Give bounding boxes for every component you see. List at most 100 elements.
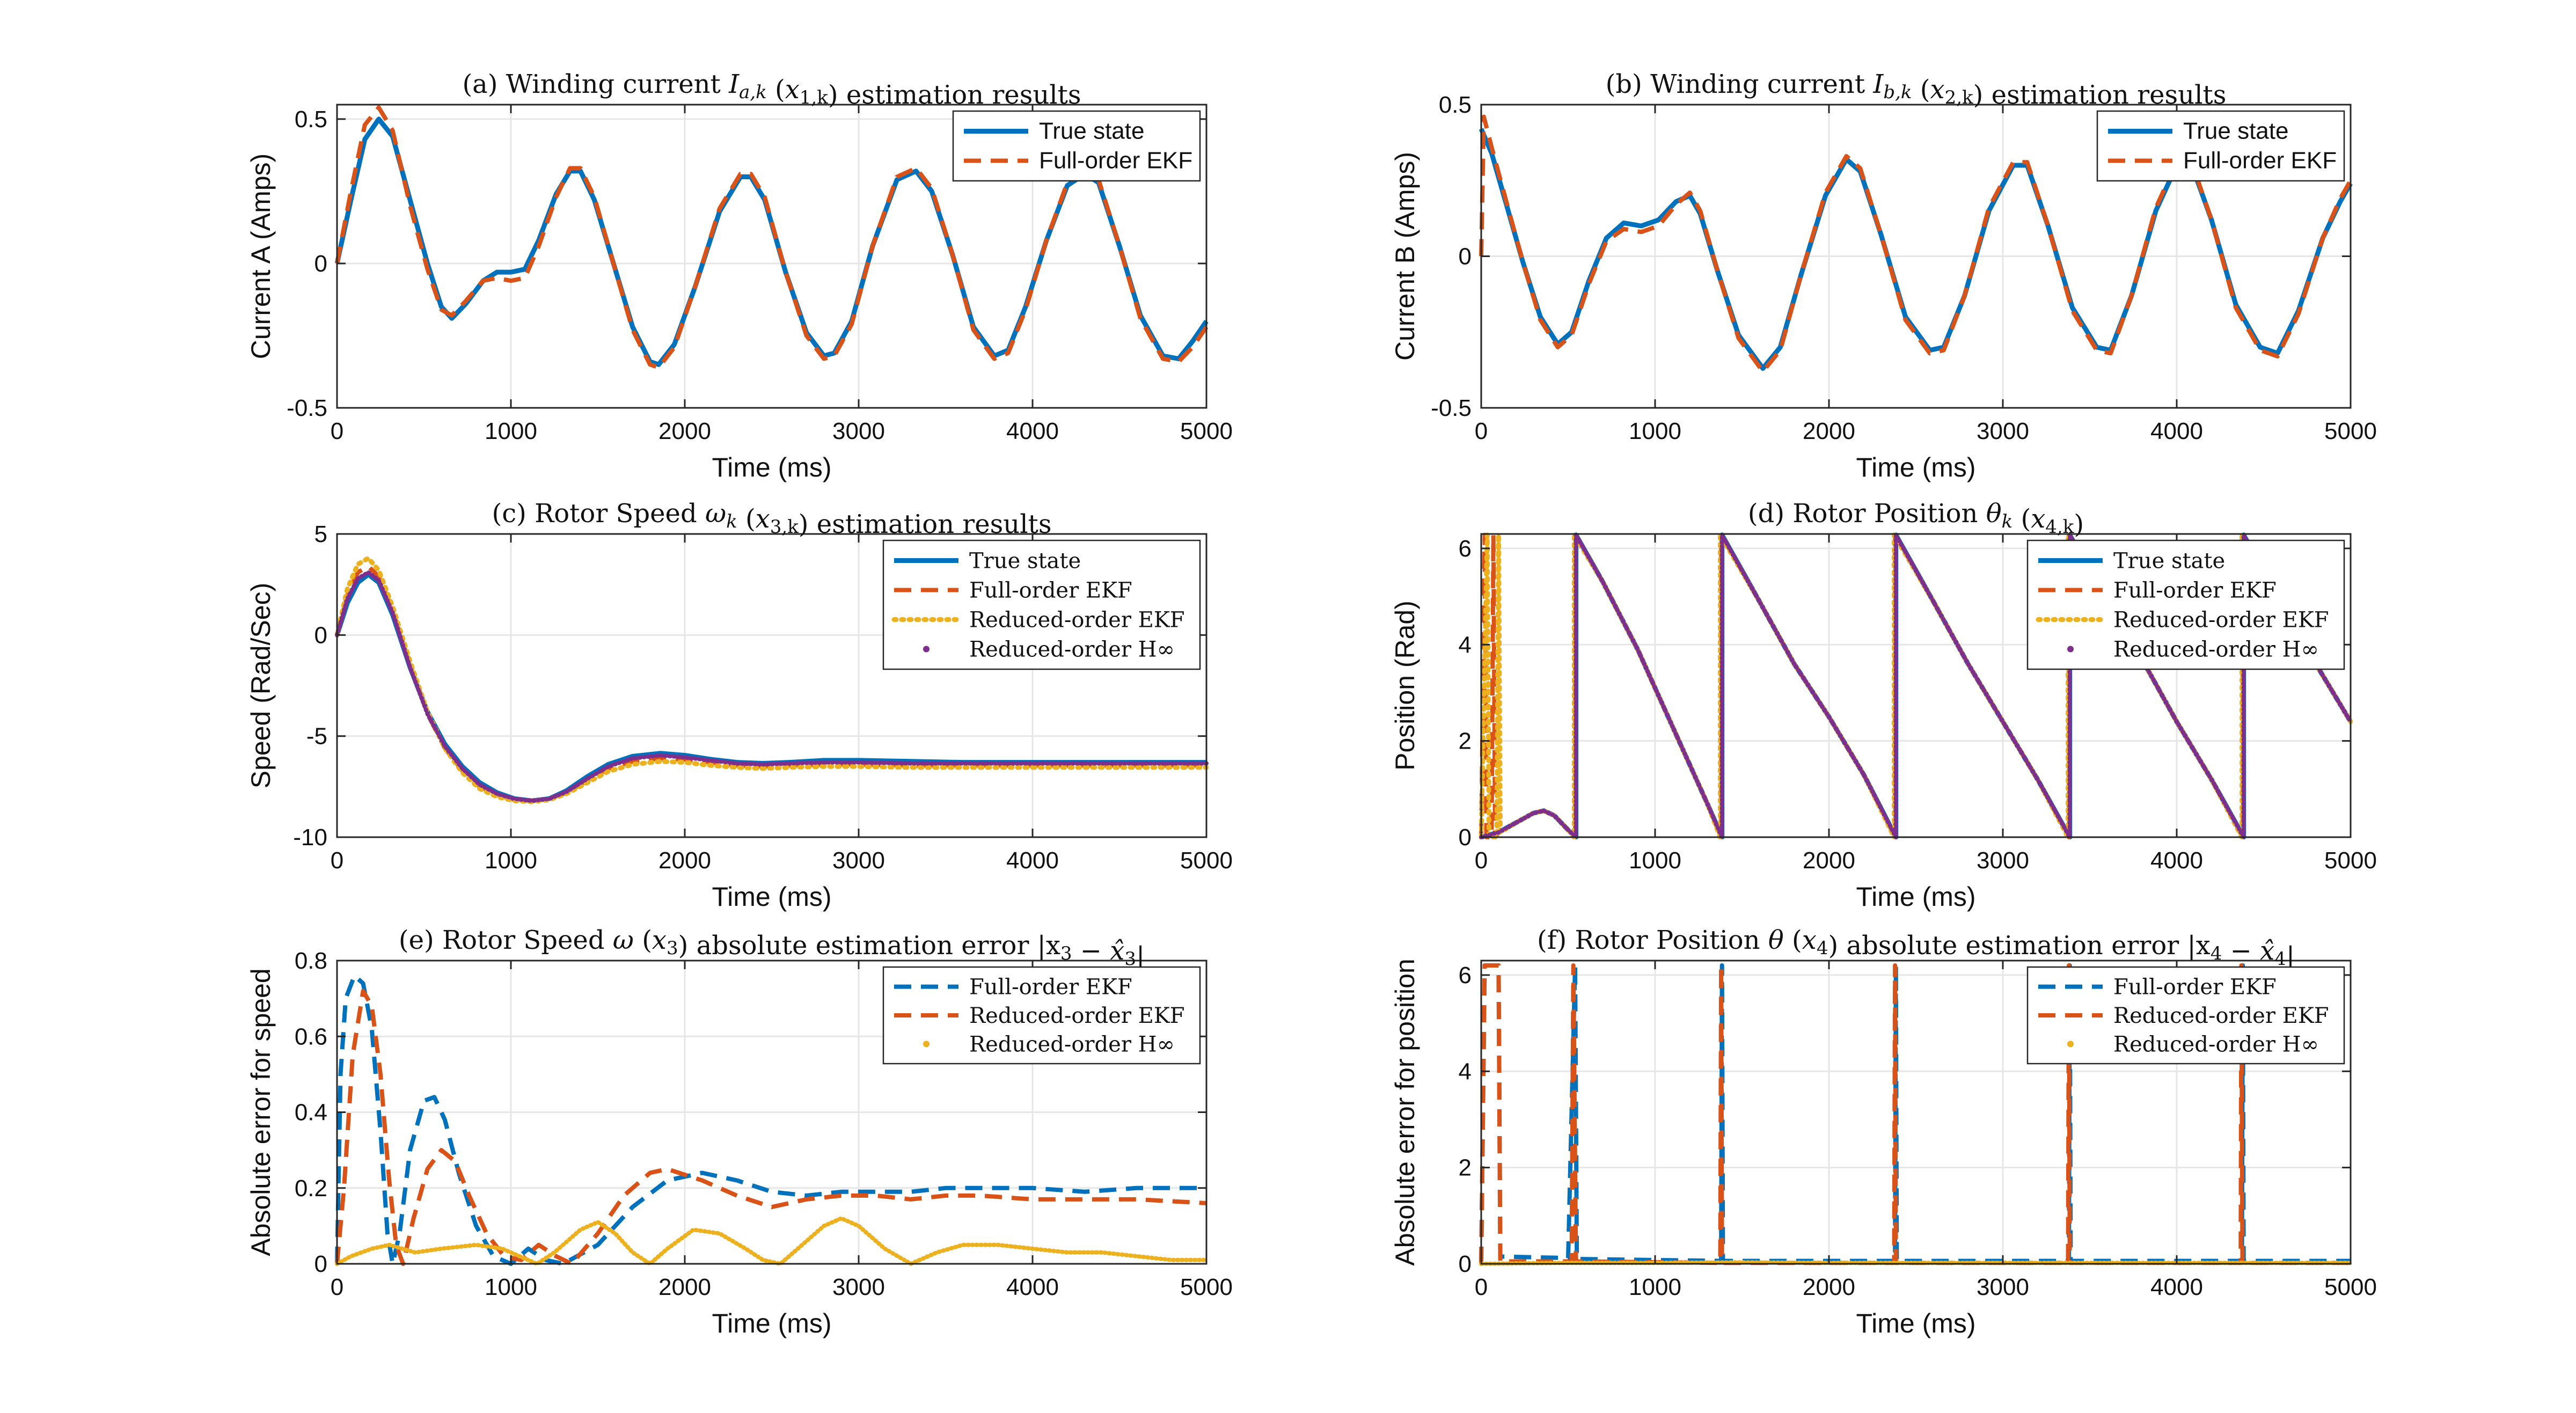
x-tick-label: 3000 xyxy=(1977,847,2029,874)
legend-swatch xyxy=(2067,1041,2074,1048)
y-axis-label: Absolute error for speed xyxy=(246,968,276,1256)
legend: True state Full-order EKF Reduced-order EK… xyxy=(2026,539,2345,670)
x-tick-label: 5000 xyxy=(2324,847,2377,874)
y-tick-label: 2 xyxy=(1459,1155,1472,1181)
y-tick-label: 0 xyxy=(314,1251,327,1277)
x-axis-label: Time (ms) xyxy=(712,882,831,912)
legend-label: True state xyxy=(1039,118,1144,144)
x-tick-label: 2000 xyxy=(658,418,711,444)
x-tick-label: 4000 xyxy=(2150,847,2203,874)
x-tick-label: 3000 xyxy=(1977,418,2029,444)
y-tick-label: 6 xyxy=(1459,962,1472,989)
series-group xyxy=(335,555,1209,804)
legend-label: Full-order EKF xyxy=(2113,975,2277,1000)
series-line-e-0 xyxy=(335,973,1206,1266)
legend-label: Full-order EKF xyxy=(969,579,1132,603)
legend-label: Full-order EKF xyxy=(2183,148,2337,174)
y-tick-label: 0.4 xyxy=(295,1100,327,1126)
panel-c: 0 1000 2000 3000 4000 5000 -10 -5 0 5 Time (ms) Spe… xyxy=(246,499,1233,912)
legend-label: Reduced-order EKF xyxy=(2113,1004,2329,1028)
series-line-d-3 xyxy=(1479,532,2353,839)
axes-box xyxy=(1480,533,2352,838)
x-tick-label: 1000 xyxy=(485,418,537,444)
y-axis-label: Current B (Amps) xyxy=(1390,152,1420,361)
x-tick-label: 2000 xyxy=(658,1274,711,1300)
panel-e: 0 1000 2000 3000 4000 5000 0 0.2 0.4 0.6 0.8 Time (… xyxy=(246,925,1233,1338)
panel-title: (a) Winding current Ia,k (x1,k) estimati… xyxy=(462,69,1081,110)
y-tick-label: -10 xyxy=(293,824,327,851)
x-tick-label: 4000 xyxy=(2150,418,2203,444)
series-line-e-1 xyxy=(335,989,1207,1266)
x-tick-label: 1000 xyxy=(1629,418,1681,444)
legend-label: Reduced-order H∞ xyxy=(969,638,1175,662)
x-tick-label: 0 xyxy=(331,1274,343,1300)
legend-label: Reduced-order H∞ xyxy=(969,1032,1175,1057)
x-tick-label: 0 xyxy=(1475,418,1488,444)
legend-label: Reduced-order H∞ xyxy=(2113,1032,2319,1057)
y-tick-label: 0.5 xyxy=(1439,92,1472,118)
legend-swatch xyxy=(2067,646,2074,653)
y-tick-label: 0.5 xyxy=(295,106,327,133)
y-tick-label: 0 xyxy=(314,251,327,277)
x-tick-label: 1000 xyxy=(1629,1274,1681,1300)
legend-label: Reduced-order EKF xyxy=(969,1004,1185,1028)
x-axis-label: Time (ms) xyxy=(1856,1308,1975,1338)
y-tick-label: 5 xyxy=(314,521,327,547)
panel-title: (c) Rotor Speed ωk (x3,k) estimation res… xyxy=(492,499,1052,539)
legend-label: True state xyxy=(2183,118,2288,144)
series-line-c-3 xyxy=(335,570,1209,803)
x-axis-label: Time (ms) xyxy=(1856,882,1975,912)
y-tick-label: -5 xyxy=(306,723,327,750)
x-tick-label: 5000 xyxy=(1180,1274,1233,1300)
legend: Full-order EKF Reduced-order EKF Reduced-o… xyxy=(882,966,1201,1065)
x-tick-label: 3000 xyxy=(832,847,885,874)
panel-d: 0 1000 2000 3000 4000 5000 0 2 4 6 Time (ms) Positi… xyxy=(1390,499,2377,912)
x-tick-label: 2000 xyxy=(1803,418,1855,444)
panel-title: (d) Rotor Position θk (x4,k) xyxy=(1748,499,2084,539)
y-tick-label: 0 xyxy=(1459,244,1472,270)
panel-title: (f) Rotor Position θ (x4) absolute estim… xyxy=(1537,925,2295,971)
series-group xyxy=(335,973,1209,1266)
legend-label: Full-order EKF xyxy=(2113,579,2277,603)
x-tick-label: 5000 xyxy=(2324,1274,2377,1300)
legend: True state Full-order EKF Reduced-order EK… xyxy=(882,539,1201,670)
legend: True state Full-order EKF xyxy=(952,110,1201,182)
x-tick-label: 5000 xyxy=(1180,847,1233,874)
x-tick-label: 1000 xyxy=(1629,847,1681,874)
legend-box xyxy=(2096,110,2345,182)
axes-box xyxy=(336,533,1208,838)
legend: True state Full-order EKF xyxy=(2096,110,2345,182)
series-line-f-2 xyxy=(1479,1260,2353,1266)
x-tick-label: 5000 xyxy=(1180,418,1233,444)
x-tick-label: 3000 xyxy=(1977,1274,2029,1300)
series-group xyxy=(1479,963,2353,1266)
panel-title: (e) Rotor Speed ω (x3) absolute estimati… xyxy=(399,925,1145,971)
y-tick-label: -0.5 xyxy=(1431,395,1472,421)
y-tick-label: 4 xyxy=(1459,1058,1472,1085)
legend: Full-order EKF Reduced-order EKF Reduced-o… xyxy=(2026,966,2345,1065)
x-axis-label: Time (ms) xyxy=(1856,452,1975,482)
y-tick-label: 0 xyxy=(1459,824,1472,851)
y-tick-label: 0 xyxy=(1459,1251,1472,1277)
x-tick-label: 2000 xyxy=(658,847,711,874)
x-axis-label: Time (ms) xyxy=(712,452,831,482)
y-tick-label: 0.6 xyxy=(295,1023,327,1050)
legend-swatch xyxy=(923,646,930,653)
legend-box xyxy=(952,110,1201,182)
panel-f: 0 1000 2000 3000 4000 5000 0 2 4 6 Time (ms) Absolu… xyxy=(1390,925,2377,1338)
x-tick-label: 1000 xyxy=(485,1274,537,1300)
y-tick-label: 0.2 xyxy=(295,1175,327,1202)
x-axis-label: Time (ms) xyxy=(712,1308,831,1338)
x-tick-label: 5000 xyxy=(2324,418,2377,444)
y-tick-label: 0.8 xyxy=(295,948,327,974)
legend-swatch xyxy=(923,1041,930,1048)
x-tick-label: 3000 xyxy=(832,418,885,444)
x-tick-label: 0 xyxy=(1475,1274,1488,1300)
axes-box xyxy=(336,104,1208,409)
x-tick-label: 3000 xyxy=(832,1274,885,1300)
y-axis-label: Current A (Amps) xyxy=(246,153,276,359)
legend-label: Full-order EKF xyxy=(969,975,1132,1000)
